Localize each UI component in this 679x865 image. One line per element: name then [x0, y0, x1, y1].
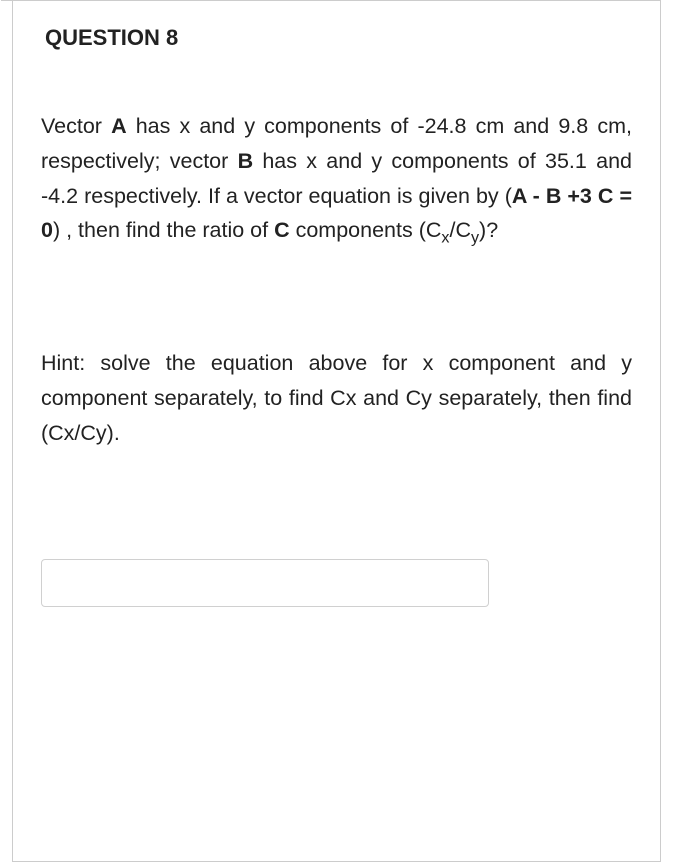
hint-text: Hint: solve the equation above for x com… — [41, 346, 632, 450]
ay-value: 9.8 cm — [558, 114, 626, 138]
equation-paren-open: ( — [505, 184, 512, 208]
vector-c-label: C — [274, 218, 290, 242]
text-part: and — [587, 149, 632, 173]
cy-label: C — [455, 218, 471, 242]
question-body: Vector A has x and y components of -24.8… — [13, 69, 660, 248]
vector-b-label: B — [238, 149, 254, 173]
border-notch — [1, 0, 13, 2]
question-title: QUESTION 8 — [45, 25, 628, 51]
question-container: QUESTION 8 Vector A has x and y componen… — [12, 0, 661, 862]
cx-label: C — [426, 218, 442, 242]
hint-section: Hint: solve the equation above for x com… — [13, 346, 660, 450]
vector-a-label: A — [111, 114, 127, 138]
answer-input-wrapper — [13, 559, 660, 607]
text-part: and — [504, 114, 558, 138]
text-part: )? — [479, 218, 498, 242]
text-part: components ( — [290, 218, 426, 242]
text-part: , then find the ratio of — [60, 218, 274, 242]
ax-value: -24.8 cm — [417, 114, 504, 138]
question-text: Vector A has x and y components of -24.8… — [41, 109, 632, 248]
sub-y: y — [471, 229, 479, 247]
text-part: has x and y components of — [127, 114, 418, 138]
bx-value: 35.1 — [545, 149, 587, 173]
answer-input[interactable] — [41, 559, 489, 607]
text-part: has x and y components of — [253, 149, 545, 173]
by-value: -4.2 — [41, 184, 78, 208]
text-part: Vector — [41, 114, 111, 138]
text-part: respectively. If a vector equation is gi… — [78, 184, 505, 208]
question-header: QUESTION 8 — [13, 1, 660, 69]
